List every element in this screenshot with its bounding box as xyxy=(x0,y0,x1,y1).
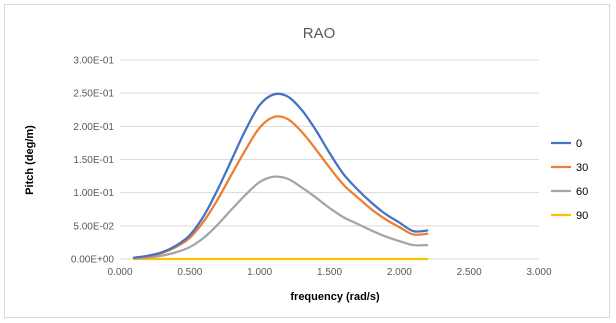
y-tick-label: 3.00E-01 xyxy=(73,56,114,67)
legend-label-30: 30 xyxy=(576,162,588,174)
x-tick-label: 2.000 xyxy=(387,267,412,278)
x-tick-label: 0.500 xyxy=(177,267,202,278)
series-line-30 xyxy=(132,115,429,259)
legend: 0 30 60 90 xyxy=(551,138,588,222)
chart-area xyxy=(4,4,610,318)
x-tick-label: 3.000 xyxy=(526,267,551,278)
x-tick-label: 2.500 xyxy=(457,267,482,278)
y-tick-label: 2.50E-01 xyxy=(73,89,114,100)
x-axis-title: frequency (rad/s) xyxy=(290,291,380,303)
series-lines xyxy=(132,92,429,261)
series-line-0 xyxy=(132,92,429,259)
y-tick-label: 2.00E-01 xyxy=(73,122,114,133)
legend-label-90: 90 xyxy=(576,210,588,222)
axes: 0.00E+00 5.00E-02 1.00E-01 1.50E-01 2.00E-01… xyxy=(71,56,552,279)
legend-label-60: 60 xyxy=(576,186,588,198)
y-tick-label: 1.00E-01 xyxy=(73,188,114,199)
y-tick-label: 5.00E-02 xyxy=(73,221,114,232)
y-tick-label: 0.00E+00 xyxy=(71,255,115,266)
chart-title: RAO xyxy=(303,25,336,42)
x-tick-label: 1.000 xyxy=(247,267,272,278)
y-tick-label: 1.50E-01 xyxy=(73,155,114,166)
series-line-60 xyxy=(132,175,429,260)
gridlines xyxy=(120,59,539,227)
x-tick-label: 0.000 xyxy=(107,267,132,278)
y-axis-title: Pitch (deg/m) xyxy=(24,125,36,195)
legend-label-0: 0 xyxy=(576,138,582,150)
x-tick-label: 1.500 xyxy=(317,267,342,278)
